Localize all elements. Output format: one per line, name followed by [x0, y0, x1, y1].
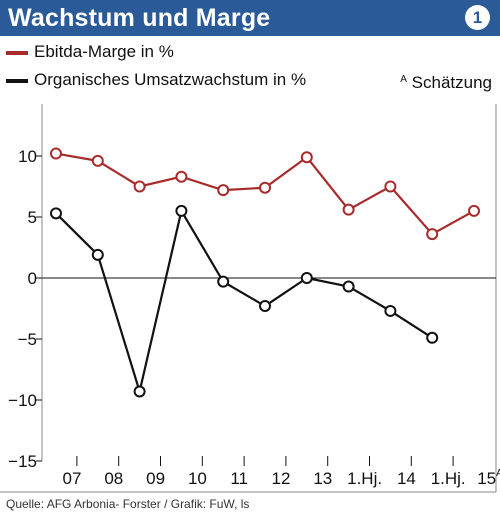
legend-label-organic-growth: Organisches Umsatzwachstum in %: [34, 70, 307, 89]
data-point-organic-growth: [91, 248, 104, 261]
data-point-organic-growth: [175, 204, 188, 217]
data-point-ebitda-margin: [91, 154, 104, 167]
data-point-organic-growth: [50, 207, 62, 220]
x-tick-label: 08: [104, 469, 123, 488]
y-tick-label: −5: [18, 330, 37, 349]
title-bar: Wachstum und Marge 1: [0, 0, 500, 36]
legend-entry-ebitda-margin: Ebitda-Marge in %: [0, 40, 500, 64]
y-tick-label: −15: [8, 452, 37, 471]
x-tick-label: 1.Hj.: [431, 469, 466, 488]
estimate-footnote: A Schätzung: [400, 69, 492, 94]
data-point-organic-growth: [300, 272, 313, 284]
x-tick-label: 14: [397, 469, 416, 488]
data-point-organic-growth: [342, 280, 355, 293]
data-point-ebitda-margin: [468, 204, 480, 217]
footnote-text: Schätzung: [411, 73, 492, 92]
source-credit: Quelle: AFG Arbonia- Forster / Grafik: F…: [6, 497, 250, 511]
data-point-ebitda-margin: [133, 180, 146, 193]
data-point-ebitda-margin: [50, 147, 62, 160]
series-line-organic-growth: [55, 209, 433, 393]
x-tick-label: 13: [313, 469, 332, 488]
y-tick-label: 5: [28, 208, 37, 227]
x-tick-label: 09: [146, 469, 165, 488]
data-point-ebitda-margin: [259, 181, 271, 194]
data-point-organic-growth: [426, 331, 439, 344]
data-point-ebitda-margin: [384, 180, 397, 193]
data-point-organic-growth: [133, 385, 146, 398]
legend-swatch-black: [6, 79, 28, 83]
x-tick-label: 15A: [477, 468, 500, 488]
figure-number-badge: 1: [465, 5, 490, 30]
data-point-organic-growth: [384, 304, 397, 317]
data-point-ebitda-margin: [300, 151, 313, 164]
x-tick-label: 07: [63, 469, 82, 488]
x-tick-label: 12: [272, 469, 291, 488]
chart-title: Wachstum und Marge: [8, 4, 271, 32]
y-tick-label: 10: [18, 147, 37, 166]
x-tick-label: 11: [230, 469, 248, 488]
data-point-ebitda-margin: [175, 170, 188, 183]
y-tick-label: −10: [8, 391, 37, 410]
legend-entry-organic-growth: Organisches Umsatzwachstum in %: [0, 68, 500, 92]
legend-label-ebitda-margin: Ebitda-Marge in %: [34, 42, 174, 61]
x-tick-label: 1.Hj.: [347, 469, 382, 488]
data-point-ebitda-margin: [426, 228, 439, 241]
data-point-ebitda-margin: [217, 184, 230, 197]
x-tick-label: 10: [188, 469, 207, 488]
series-line-ebitda-margin: [55, 152, 475, 236]
data-point-ebitda-margin: [342, 203, 355, 216]
line-chart: 10 5 0 −5 −10 −15 07 08 09 10 11 12 13 1.Hj. 14 1.Hj. 15…: [0, 104, 500, 493]
y-tick-label: 0: [28, 269, 37, 288]
legend-swatch-red: [6, 51, 28, 55]
footnote-marker: A: [400, 74, 407, 85]
x-tick-footnote-marker: A: [496, 468, 500, 479]
data-point-organic-growth: [259, 300, 271, 313]
data-point-organic-growth: [217, 275, 230, 288]
